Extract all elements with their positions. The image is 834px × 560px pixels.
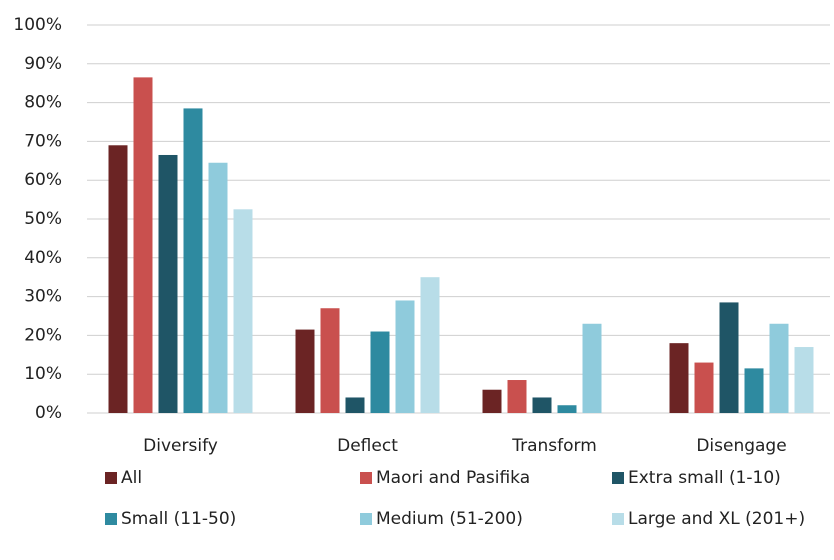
bar (532, 397, 552, 413)
x-tick-label: Disengage (696, 436, 786, 456)
bar (233, 209, 253, 413)
y-tick-label: 70% (24, 131, 62, 151)
bar (108, 145, 128, 413)
y-tick-label: 90% (24, 54, 62, 74)
bar (794, 347, 814, 413)
y-tick-label: 60% (24, 170, 62, 190)
y-tick-label: 40% (24, 248, 62, 268)
bar (582, 323, 602, 413)
legend-swatch (105, 472, 117, 484)
legend-swatch (612, 472, 624, 484)
legend-swatch (360, 513, 372, 525)
bar (482, 389, 502, 413)
bar (507, 380, 527, 413)
bar (694, 362, 714, 413)
y-tick-label: 30% (24, 287, 62, 307)
bar (557, 405, 577, 413)
legend-label: Extra small (1-10) (628, 468, 781, 488)
bar (719, 302, 739, 413)
bar (395, 300, 415, 413)
y-tick-label: 80% (24, 93, 62, 113)
bar (420, 277, 440, 413)
y-tick-label: 50% (24, 209, 62, 229)
bar (320, 308, 340, 413)
y-tick-label: 20% (24, 325, 62, 345)
x-tick-label: Diversify (143, 436, 218, 456)
legend-swatch (360, 472, 372, 484)
bar (744, 368, 764, 413)
bar (345, 397, 365, 413)
legend-label: Large and XL (201+) (628, 509, 805, 529)
bar (208, 162, 228, 413)
bar (769, 323, 789, 413)
legend-label: Medium (51-200) (376, 509, 523, 529)
bar (133, 77, 153, 413)
bar (669, 343, 689, 413)
y-tick-label: 0% (35, 403, 62, 423)
legend-swatch (612, 513, 624, 525)
bar (183, 108, 203, 414)
bar (370, 331, 390, 413)
legend-label: Maori and Pasifika (376, 468, 530, 488)
legend-swatch (105, 513, 117, 525)
legend-label: All (121, 468, 142, 488)
bar (295, 329, 315, 413)
x-tick-label: Deflect (337, 436, 398, 456)
x-tick-label: Transform (511, 436, 597, 456)
legend-label: Small (11-50) (121, 509, 236, 529)
y-tick-label: 10% (24, 364, 62, 384)
bar (158, 154, 178, 414)
y-tick-label: 100% (13, 15, 62, 35)
